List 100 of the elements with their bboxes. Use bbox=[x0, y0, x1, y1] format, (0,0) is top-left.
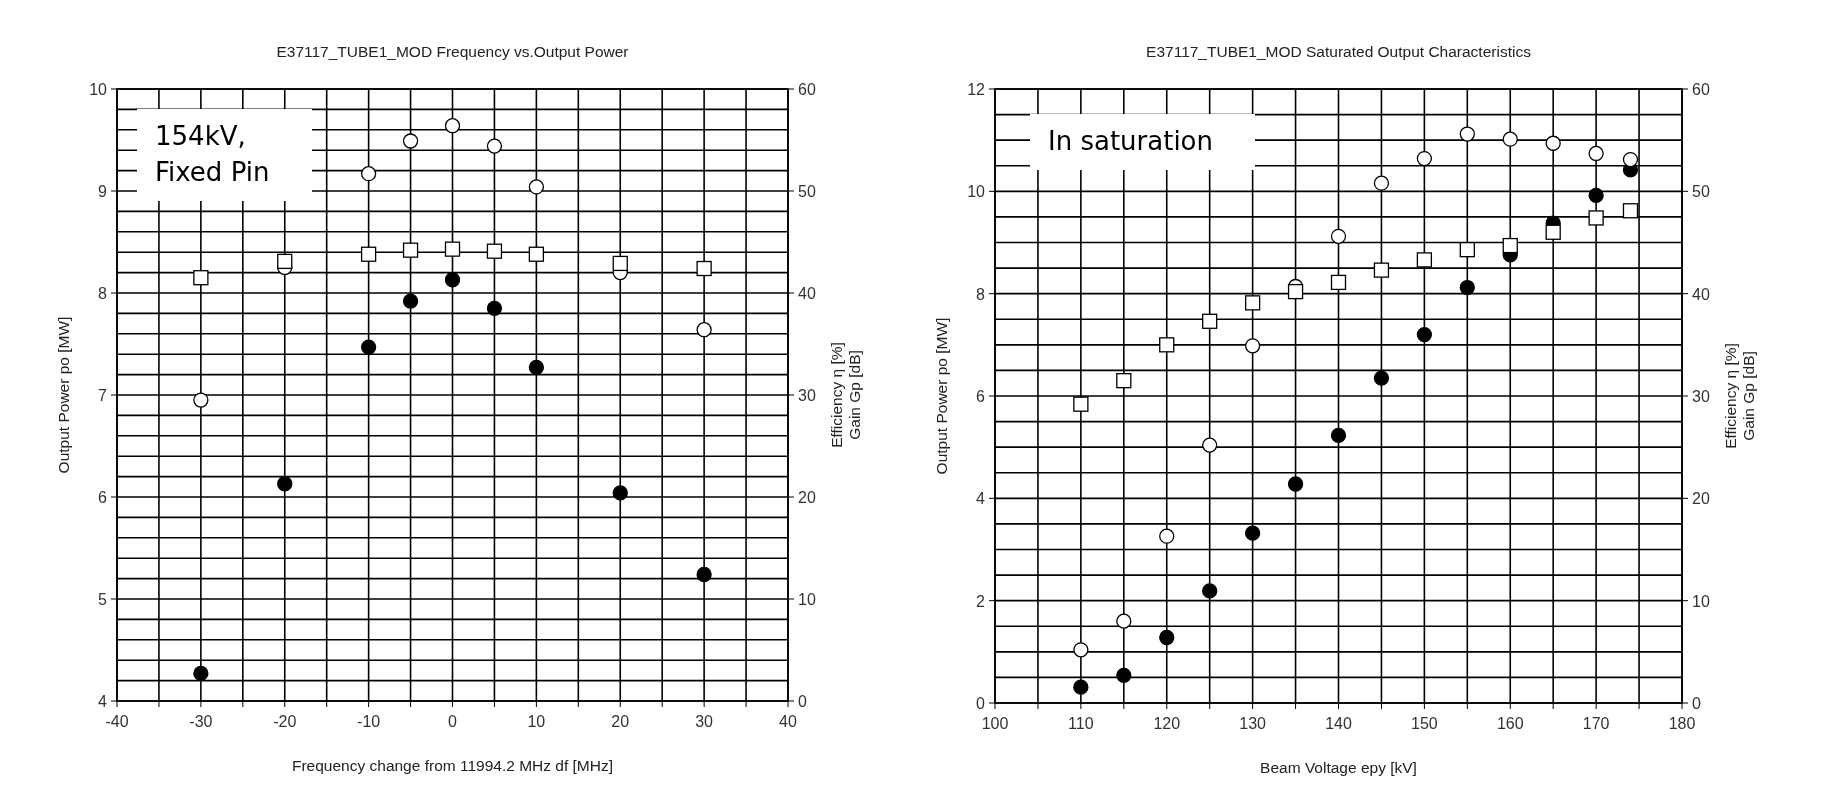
chart-title: E37117_TUBE1_MOD Frequency vs.Output Power bbox=[276, 43, 629, 60]
point bbox=[1545, 135, 1561, 151]
point bbox=[528, 246, 545, 262]
x-tick-label: 180 bbox=[1668, 715, 1696, 732]
point bbox=[1622, 203, 1639, 219]
y-tick-label: 12 bbox=[967, 81, 986, 98]
x-tick-label: 170 bbox=[1582, 715, 1610, 732]
point bbox=[1202, 583, 1218, 599]
annotation: 154kV, Fixed Pin bbox=[155, 121, 270, 187]
y-tick-label: 8 bbox=[98, 285, 108, 302]
y2-tick-label: 50 bbox=[1692, 183, 1710, 201]
point bbox=[1116, 373, 1132, 389]
x-axis-title: Beam Voltage epy [kV] bbox=[1260, 759, 1417, 776]
y2-tick-label: 0 bbox=[1692, 695, 1701, 712]
y-tick-label: 0 bbox=[976, 695, 986, 712]
y2-tick-label: 10 bbox=[1692, 592, 1710, 610]
y-tick-label: 6 bbox=[976, 388, 986, 405]
point bbox=[1459, 279, 1475, 296]
point bbox=[277, 253, 293, 270]
point bbox=[360, 339, 377, 355]
x-tick-label: 100 bbox=[981, 715, 1009, 732]
point bbox=[486, 138, 503, 154]
point bbox=[1116, 667, 1132, 684]
point bbox=[1287, 283, 1304, 300]
y-tick-label: 5 bbox=[98, 591, 108, 608]
chart-title: E37117_TUBE1_MOD Saturated Output Characteristics bbox=[1146, 43, 1532, 60]
y-tick-label: 10 bbox=[89, 81, 108, 98]
point bbox=[444, 272, 461, 288]
x-tick-label: 130 bbox=[1239, 715, 1267, 732]
y-tick-label: 4 bbox=[98, 693, 108, 710]
point bbox=[1588, 187, 1604, 204]
y-tick-label: 4 bbox=[976, 490, 986, 508]
point bbox=[1159, 629, 1175, 646]
point bbox=[193, 392, 209, 408]
y2-tick-label: 40 bbox=[1692, 285, 1710, 303]
x-tick-label: 160 bbox=[1496, 715, 1524, 732]
point bbox=[1588, 210, 1604, 226]
point bbox=[1330, 274, 1347, 291]
y2-tick-label: 50 bbox=[798, 183, 816, 200]
point bbox=[1459, 242, 1475, 258]
y2-axis-title: Efficiency η [%] Gain Gp [dB] bbox=[1722, 343, 1757, 449]
point bbox=[277, 476, 293, 492]
point bbox=[1244, 295, 1261, 311]
point bbox=[696, 260, 712, 277]
x-axis-title: Frequency change from 11994.2 MHz df [MHz] bbox=[291, 757, 614, 774]
y-tick-label: 6 bbox=[98, 489, 108, 506]
point bbox=[612, 255, 628, 272]
annotation: In saturation bbox=[1048, 126, 1213, 156]
x-tick-label: 30 bbox=[695, 713, 714, 730]
y2-tick-label: 30 bbox=[1692, 388, 1710, 405]
point bbox=[360, 246, 377, 262]
point bbox=[1159, 337, 1175, 353]
point bbox=[402, 242, 419, 258]
x-tick-label: 10 bbox=[527, 713, 546, 730]
point bbox=[1073, 642, 1089, 658]
y-axis-title: Output Power po [MW] bbox=[933, 317, 950, 475]
y2-tick-label: 0 bbox=[798, 693, 807, 710]
x-tick-label: 150 bbox=[1411, 715, 1438, 732]
point bbox=[1416, 150, 1433, 167]
x-tick-label: -10 bbox=[357, 713, 381, 730]
point bbox=[1416, 252, 1433, 268]
point bbox=[1159, 528, 1175, 544]
point bbox=[1330, 427, 1347, 444]
point bbox=[1244, 338, 1261, 354]
y-tick-label: 10 bbox=[967, 183, 986, 201]
point bbox=[1116, 613, 1132, 629]
x-tick-label: 0 bbox=[448, 713, 458, 730]
point bbox=[1202, 313, 1218, 329]
x-tick-label: -20 bbox=[273, 713, 297, 730]
point bbox=[402, 293, 419, 309]
point bbox=[1373, 370, 1390, 386]
y-tick-label: 2 bbox=[976, 592, 986, 610]
y-tick-label: 7 bbox=[98, 387, 108, 404]
y2-tick-label: 20 bbox=[1692, 490, 1710, 508]
point bbox=[696, 566, 712, 583]
x-tick-label: 40 bbox=[779, 713, 797, 730]
point bbox=[1287, 476, 1304, 492]
x-tick-label: 110 bbox=[1068, 715, 1094, 732]
y-axis-title: Output Power po [MW] bbox=[55, 316, 72, 474]
point bbox=[486, 300, 503, 316]
point bbox=[1373, 175, 1390, 191]
point bbox=[444, 118, 461, 134]
point bbox=[696, 322, 712, 338]
point bbox=[528, 359, 545, 376]
point bbox=[612, 485, 628, 501]
point bbox=[193, 665, 209, 682]
y2-axis-title: Efficiency η [%] Gain Gp [dB] bbox=[828, 342, 863, 448]
point bbox=[486, 243, 503, 259]
point bbox=[1545, 224, 1561, 240]
point bbox=[1330, 228, 1347, 245]
point bbox=[1244, 525, 1261, 541]
y2-tick-label: 10 bbox=[798, 591, 816, 608]
point bbox=[1459, 126, 1475, 142]
x-tick-label: -30 bbox=[189, 713, 213, 730]
point bbox=[360, 166, 377, 182]
y2-tick-label: 30 bbox=[798, 387, 816, 404]
point bbox=[1073, 396, 1089, 412]
y2-tick-label: 60 bbox=[798, 81, 816, 98]
x-tick-label: -40 bbox=[105, 713, 129, 730]
point bbox=[1073, 679, 1089, 695]
